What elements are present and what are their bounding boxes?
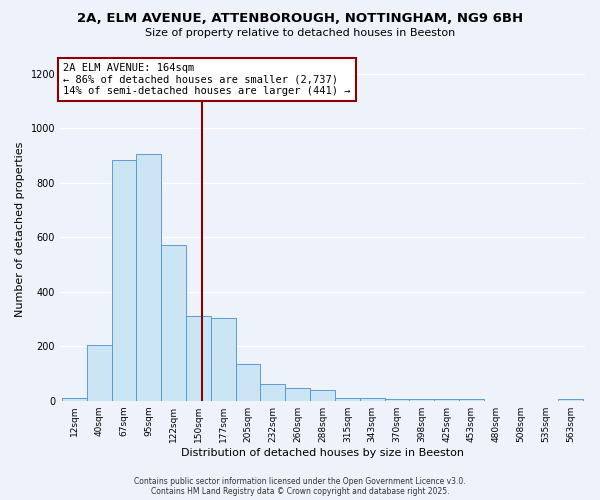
- Text: Contains HM Land Registry data © Crown copyright and database right 2025.: Contains HM Land Registry data © Crown c…: [151, 487, 449, 496]
- Text: Contains public sector information licensed under the Open Government Licence v3: Contains public sector information licen…: [134, 477, 466, 486]
- Bar: [161, 246, 186, 400]
- Text: 2A ELM AVENUE: 164sqm
← 86% of detached houses are smaller (2,737)
14% of semi-d: 2A ELM AVENUE: 164sqm ← 86% of detached …: [63, 63, 350, 96]
- Bar: [285, 388, 310, 400]
- Bar: [335, 398, 360, 400]
- Text: Size of property relative to detached houses in Beeston: Size of property relative to detached ho…: [145, 28, 455, 38]
- Bar: [62, 398, 87, 400]
- Bar: [360, 398, 385, 400]
- Bar: [236, 364, 260, 401]
- Bar: [136, 154, 161, 400]
- Y-axis label: Number of detached properties: Number of detached properties: [15, 142, 25, 317]
- Bar: [87, 345, 112, 401]
- Bar: [112, 160, 136, 400]
- Bar: [260, 384, 285, 400]
- X-axis label: Distribution of detached houses by size in Beeston: Distribution of detached houses by size …: [181, 448, 464, 458]
- Bar: [211, 318, 236, 400]
- Bar: [186, 316, 211, 400]
- Text: 2A, ELM AVENUE, ATTENBOROUGH, NOTTINGHAM, NG9 6BH: 2A, ELM AVENUE, ATTENBOROUGH, NOTTINGHAM…: [77, 12, 523, 26]
- Bar: [310, 390, 335, 400]
